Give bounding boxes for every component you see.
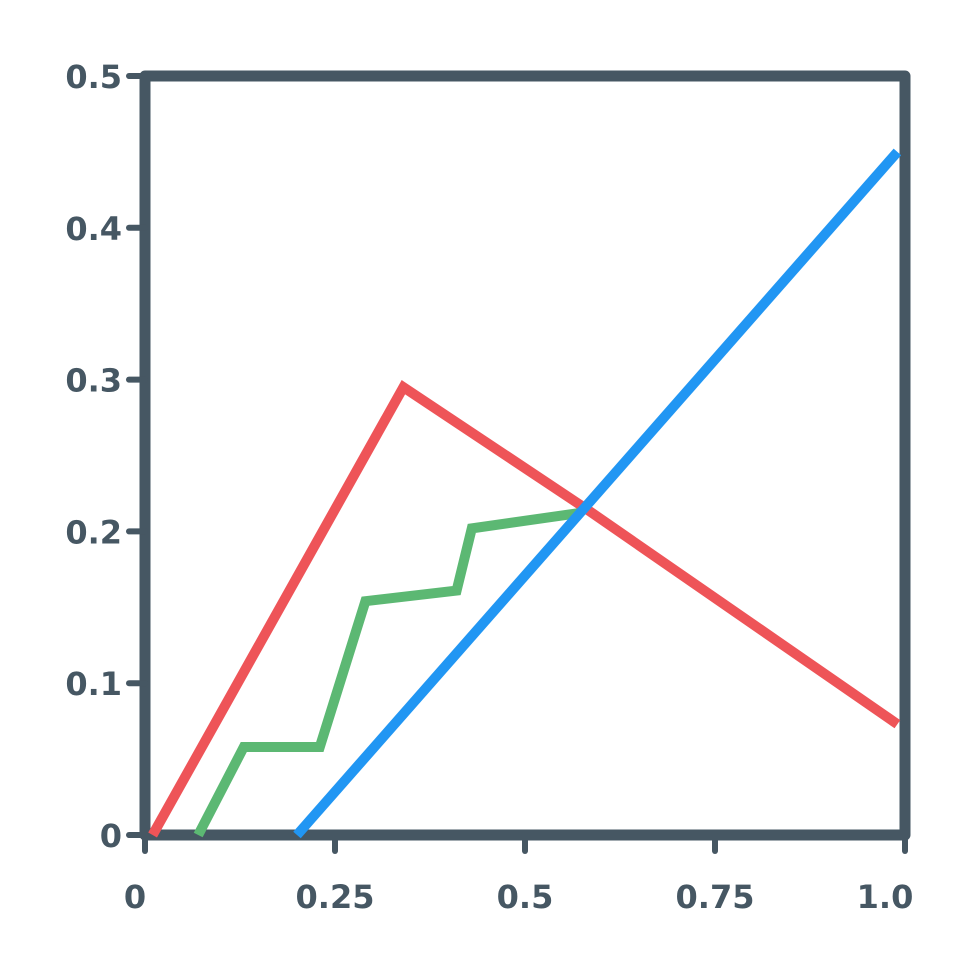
y-axis: 0 0.1 0.2 0.3 0.4 0.5 [65,58,148,855]
y-tick-label: 0.1 [65,665,122,703]
x-tick-label: 0.75 [676,878,755,916]
y-tick-label: 0.4 [65,210,122,248]
plot-frame-group [139,70,911,841]
series-line-1 [148,380,901,838]
y-tick-label: 0.2 [65,513,122,551]
x-tick-label: 0.5 [497,878,554,916]
series-line-3 [293,148,902,839]
x-tick-label: 0 [124,878,146,916]
x-tick-label: 1.0 [857,878,914,916]
series-line-2 [193,508,579,838]
plot-frame [139,70,911,841]
y-tick-label: 0.3 [65,362,122,400]
x-axis: 0 0.25 0.5 0.75 1.0 [124,832,914,916]
y-tick-label: 0 [100,817,122,855]
x-tick-label: 0.25 [296,878,375,916]
y-tick-label: 0.5 [65,58,122,96]
series-group [148,148,902,839]
